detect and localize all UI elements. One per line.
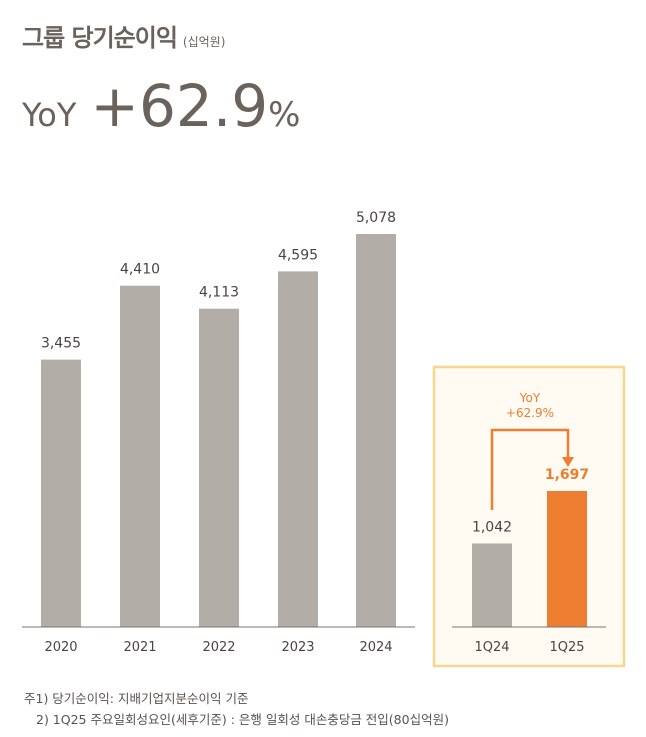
footnote-1: 주1) 당기순이익: 지배기업지분순이익 기준 xyxy=(24,691,249,706)
yoy-value: +62.9 xyxy=(90,72,269,140)
x-tick-1Q24: 1Q24 xyxy=(474,640,509,655)
bar-2022 xyxy=(199,308,239,627)
bar-1Q25 xyxy=(547,491,587,627)
x-tick-2023: 2023 xyxy=(281,640,314,655)
quarter-panel xyxy=(432,365,626,668)
x-tick-2021: 2021 xyxy=(123,640,156,655)
yoy-annotation-value: +62.9% xyxy=(506,406,554,420)
yoy-pct: % xyxy=(268,95,301,135)
yoy-annotation-label: YoY xyxy=(519,391,541,405)
footnote-2: 2) 1Q25 주요일회성요인(세후기준) : 은행 일회성 대손충당금 전입(… xyxy=(36,712,449,727)
page-title: 그룹 당기순이익 (십억원) xyxy=(22,18,225,53)
data-label-2023: 4,595 xyxy=(278,247,318,263)
x-tick-2024: 2024 xyxy=(359,640,392,655)
yoy-headline: YoY +62.9% xyxy=(22,72,300,140)
data-label-1Q25: 1,697 xyxy=(545,467,589,483)
data-label-2020: 3,455 xyxy=(41,336,81,352)
yoy-arrow-head-icon xyxy=(562,457,574,467)
x-tick-1Q25: 1Q25 xyxy=(549,640,584,655)
data-label-2022: 4,113 xyxy=(199,285,239,301)
yoy-label: YoY xyxy=(22,96,77,134)
bar-2023 xyxy=(278,271,318,627)
x-tick-2020: 2020 xyxy=(44,640,77,655)
bar-1Q24 xyxy=(472,543,512,627)
title-text: 그룹 당기순이익 xyxy=(22,24,178,52)
bar-2024 xyxy=(356,234,396,627)
bar-2021 xyxy=(120,285,160,627)
bar-2020 xyxy=(41,359,81,627)
x-tick-2022: 2022 xyxy=(202,640,235,655)
footnotes: 주1) 당기순이익: 지배기업지분순이익 기준 2) 1Q25 주요일회성요인(… xyxy=(24,688,449,730)
data-label-2024: 5,078 xyxy=(356,210,396,226)
yoy-arrow-line xyxy=(490,428,570,510)
unit-label: (십억원) xyxy=(182,35,226,49)
data-label-2021: 4,410 xyxy=(120,262,160,278)
data-label-1Q24: 1,042 xyxy=(472,519,512,535)
